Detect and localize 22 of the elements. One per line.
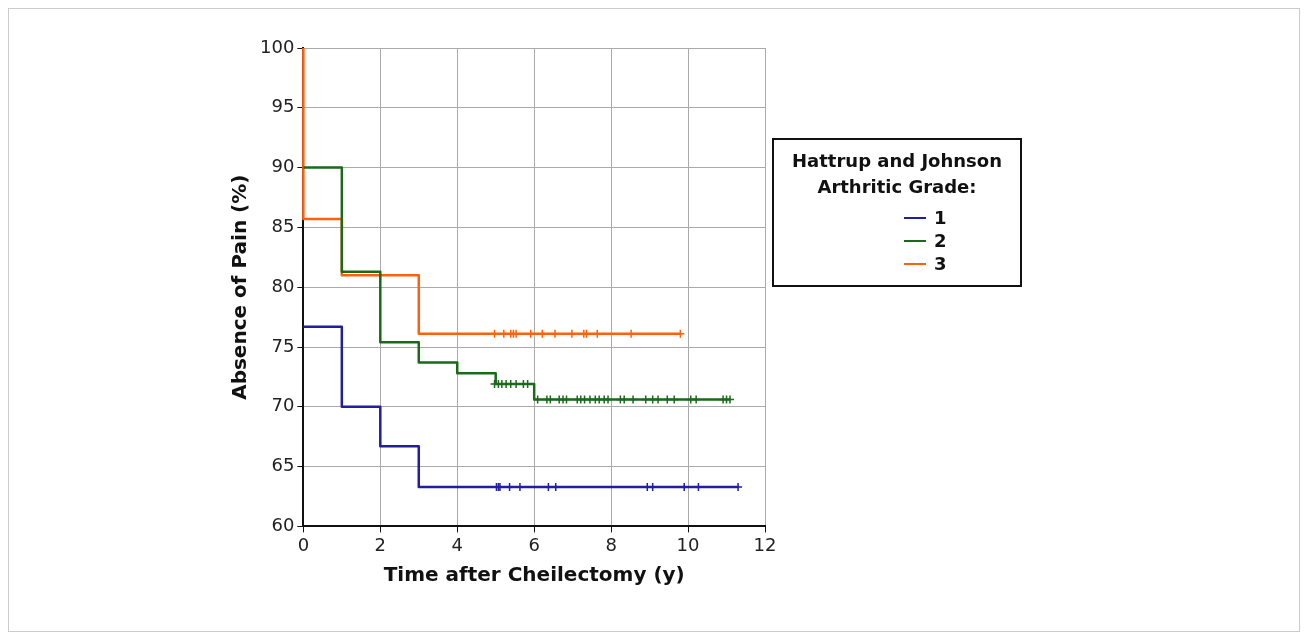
y-tick-label: 85 bbox=[271, 215, 295, 237]
y-tick-label: 60 bbox=[271, 514, 295, 536]
legend-label: 2 bbox=[934, 230, 948, 252]
x-tick-label: 6 bbox=[528, 533, 540, 555]
x-tick-label: 4 bbox=[451, 533, 463, 555]
x-tick-label: 10 bbox=[676, 533, 700, 555]
legend-title: Hattrup and Johnson Arthritic Grade: bbox=[791, 149, 1003, 200]
y-tick-label: 75 bbox=[271, 334, 295, 356]
x-axis-title: Time after Cheilectomy (y) bbox=[383, 562, 685, 587]
x-tick-label: 0 bbox=[297, 533, 310, 555]
legend-label: 1 bbox=[934, 207, 948, 229]
x-tick-label: 12 bbox=[753, 533, 777, 555]
y-tick-label: 95 bbox=[271, 95, 295, 117]
legend-label: 3 bbox=[934, 253, 948, 275]
y-tick-label: 70 bbox=[271, 394, 295, 416]
y-axis-title: Absence of Pain (%) bbox=[227, 174, 252, 400]
x-tick-label: 8 bbox=[605, 533, 617, 555]
y-tick-label: 90 bbox=[271, 155, 295, 177]
x-tick-label: 2 bbox=[374, 533, 387, 555]
y-tick-label: 65 bbox=[271, 454, 295, 476]
y-tick-label: 100 bbox=[260, 35, 295, 57]
y-tick-label: 80 bbox=[271, 274, 295, 296]
